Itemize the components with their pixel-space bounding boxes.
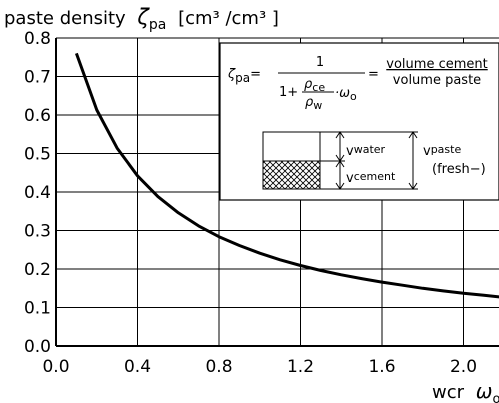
data-series [74,52,499,299]
x-axis-label: wcr ωo [432,379,499,403]
formula-lhs: ζpa= [227,67,261,85]
y-tick-label: 0.6 [24,106,51,126]
formula-inset: ζpa= 1 1+ ρce ρw ·ωo = volume cement vol… [219,42,499,201]
x-tick-label: 0.8 [205,357,232,377]
x-tick-label: 2.0 [450,357,477,377]
formula-rho-ce: ρce [304,77,325,94]
y-tick-label: 0.7 [24,68,51,88]
y-tick-label: 0.2 [24,260,51,280]
formula-denom-one: 1+ [279,85,298,100]
x-tick-label: 0.0 [42,357,69,377]
y-tick-label: 0.1 [24,299,51,319]
x-axis-ticks: 0.0 0.4 0.8 1.2 1.6 2.0 [42,357,477,377]
y-tick-label: 0.5 [24,145,51,165]
water-volume-box [262,131,321,162]
formula-omega: ·ωo [335,86,357,103]
formula-numerator-one: 1 [316,55,324,70]
y-axis-ticks: 0.0 0.1 0.2 0.3 0.4 0.5 0.6 0.7 0.8 [24,29,51,357]
x-tick-label: 1.6 [368,357,395,377]
y-tick-label: 0.0 [24,337,51,357]
v-water-label: vwater [346,143,386,159]
formula-rho-w: ρw [305,95,322,112]
x-tick-label: 1.2 [287,357,314,377]
cement-volume-box [262,160,321,190]
x-tick-label: 0.4 [124,357,151,377]
y-tick-label: 0.8 [24,29,51,49]
formula-ratio-denominator: volume paste [393,73,481,88]
y-tick-label: 0.3 [24,222,51,242]
formula-equals: = [368,67,379,82]
v-paste-label: vpaste [423,143,461,159]
v-cement-label: vcement [346,170,396,186]
series-line [74,52,499,299]
chart-title: paste density ζpa [cm³ /cm³ ] [4,5,279,34]
dimension-lines [320,131,418,190]
formula-ratio-numerator: volume cement [386,57,487,72]
y-tick-label: 0.4 [24,183,51,203]
fresh-label: (fresh−) [432,162,486,177]
